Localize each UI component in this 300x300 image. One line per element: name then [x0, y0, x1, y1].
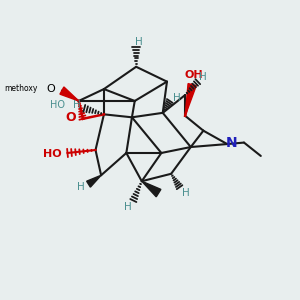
Text: O: O [46, 84, 55, 94]
Text: HO: HO [50, 100, 65, 110]
Text: H: H [77, 182, 85, 192]
Text: N: N [226, 136, 237, 150]
Polygon shape [87, 175, 101, 187]
Text: HO: HO [43, 148, 62, 159]
Text: H: H [74, 100, 81, 110]
Text: O: O [65, 111, 76, 124]
Text: H: H [199, 72, 207, 82]
Polygon shape [60, 87, 79, 101]
Polygon shape [142, 181, 161, 197]
Polygon shape [185, 84, 196, 116]
Text: OH: OH [184, 70, 203, 80]
Text: H: H [182, 188, 190, 197]
Text: H: H [135, 37, 143, 47]
Text: methoxy: methoxy [5, 84, 38, 93]
Text: H: H [124, 202, 132, 212]
Text: H: H [173, 93, 181, 103]
